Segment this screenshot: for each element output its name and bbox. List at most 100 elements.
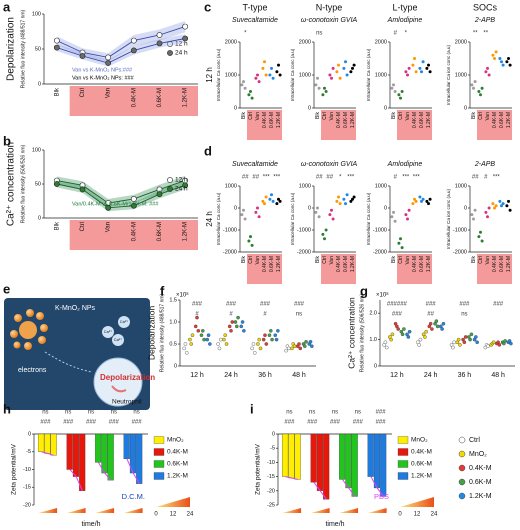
x-tick-label: Van: [255, 256, 261, 265]
data-point: [472, 217, 475, 221]
data-point: [501, 202, 505, 206]
x-tick-label: 0.6K-M: [157, 222, 163, 241]
significance-label: ns: [88, 410, 94, 416]
bar: [288, 433, 295, 479]
time-legend: [156, 497, 190, 507]
legend-label: 0.4K-M: [469, 465, 492, 472]
data-point: [53, 181, 60, 187]
data-point: [463, 335, 468, 339]
data-point: [316, 76, 319, 80]
x-axis-label: time/h: [325, 521, 344, 528]
y-tick-label: 0: [38, 215, 41, 221]
y-tick-label: 0: [464, 105, 467, 111]
data-point: [297, 342, 301, 346]
data-point: [254, 76, 258, 80]
significance-label: ###: [459, 302, 470, 308]
data-point: [251, 342, 256, 346]
significance-label: #: [229, 312, 233, 318]
x-tick-label: Ctrl: [248, 256, 254, 264]
significance-label: ns: [355, 410, 361, 416]
data-point: [393, 219, 397, 223]
data-point: [427, 202, 430, 206]
x-tick-label: Van: [106, 88, 112, 98]
data-point: [263, 333, 267, 338]
significance-label: *: [244, 31, 247, 37]
y-tick-label: 1.5: [169, 297, 177, 303]
y-axis-label: Relative fluo intensity (506/526 nm): [359, 293, 365, 372]
x-tick-label: Blk: [315, 256, 321, 263]
data-point: [417, 343, 421, 347]
bar: [38, 433, 45, 452]
data-point: [229, 328, 233, 333]
x-tick-label: 0.4K-M: [262, 256, 268, 272]
x-tick-label: 0.6K-M: [269, 256, 275, 272]
data-point: [441, 321, 446, 326]
data-point: [420, 199, 423, 203]
treatment-box: [69, 86, 199, 116]
data-point: [275, 202, 279, 206]
data-point: [345, 73, 349, 77]
error-band: [108, 35, 134, 62]
y-axis-label: Zeta potential/mV: [11, 443, 18, 495]
neutrophil: [93, 357, 143, 407]
data-point: [240, 320, 245, 324]
data-point: [484, 70, 488, 74]
data-point: [254, 210, 258, 214]
time-legend-label: 12: [414, 512, 421, 518]
x-tick-label: 1.2K-M: [426, 256, 432, 272]
chart-title: 2-APB: [474, 161, 496, 168]
significance-label: *: [339, 175, 342, 181]
data-point: [242, 328, 246, 333]
y-tick-label: 1000: [299, 72, 311, 78]
legend-label: MnO₂: [167, 437, 184, 444]
data-point: [304, 339, 308, 344]
data-point: [491, 53, 495, 57]
y-tick-label: -20: [267, 488, 275, 494]
legend-marker: [458, 464, 466, 472]
data-point: [458, 343, 462, 347]
data-point: [323, 86, 326, 90]
data-point: [507, 199, 510, 203]
data-point: [475, 340, 479, 345]
bar: [345, 433, 352, 489]
data-point: [302, 344, 307, 349]
data-point: [479, 93, 482, 97]
x-tick-label: 0.4K-M: [262, 112, 268, 128]
data-point: [200, 328, 205, 333]
trend-line: [370, 476, 384, 497]
legend-label: 1.2K-M: [411, 473, 432, 480]
treatment-box: [321, 110, 356, 140]
scale-label: ×10⁸: [376, 292, 389, 299]
data-point: [472, 86, 475, 90]
panel-letter: a: [3, 0, 11, 14]
data-point: [390, 86, 394, 90]
data-point: [400, 332, 405, 337]
data-point: [274, 337, 279, 342]
legend-swatch: [153, 472, 165, 480]
data-point: [182, 23, 189, 30]
significance-label: #: [394, 31, 398, 37]
scale-label: ×10⁸: [176, 292, 189, 299]
data-point: [243, 217, 247, 221]
data-point: [261, 337, 266, 342]
series-line: [56, 180, 186, 204]
panel-letter: i: [250, 401, 254, 416]
data-point: [242, 208, 245, 212]
panel-letter: g: [360, 283, 368, 298]
data-point: [406, 217, 409, 221]
significance-label: ns: [332, 410, 338, 416]
data-point: [470, 83, 474, 87]
time-icon: [367, 508, 387, 513]
x-tick-label: 0.6K-M: [343, 112, 349, 128]
x-tick-label: Van: [106, 222, 112, 232]
legend-label: 0.4K-M: [167, 449, 188, 456]
treatment-box: [247, 254, 282, 284]
data-point: [418, 195, 422, 199]
x-tick-label: Van: [329, 256, 335, 265]
y-tick-label: 2000: [299, 39, 311, 45]
time-icon: [282, 508, 302, 513]
x-tick-label: Ctrl: [80, 88, 86, 97]
y-tick-label: 0: [234, 205, 237, 211]
x-tick-label: 0.4K-M: [492, 112, 498, 128]
legend-swatch: [153, 460, 165, 468]
